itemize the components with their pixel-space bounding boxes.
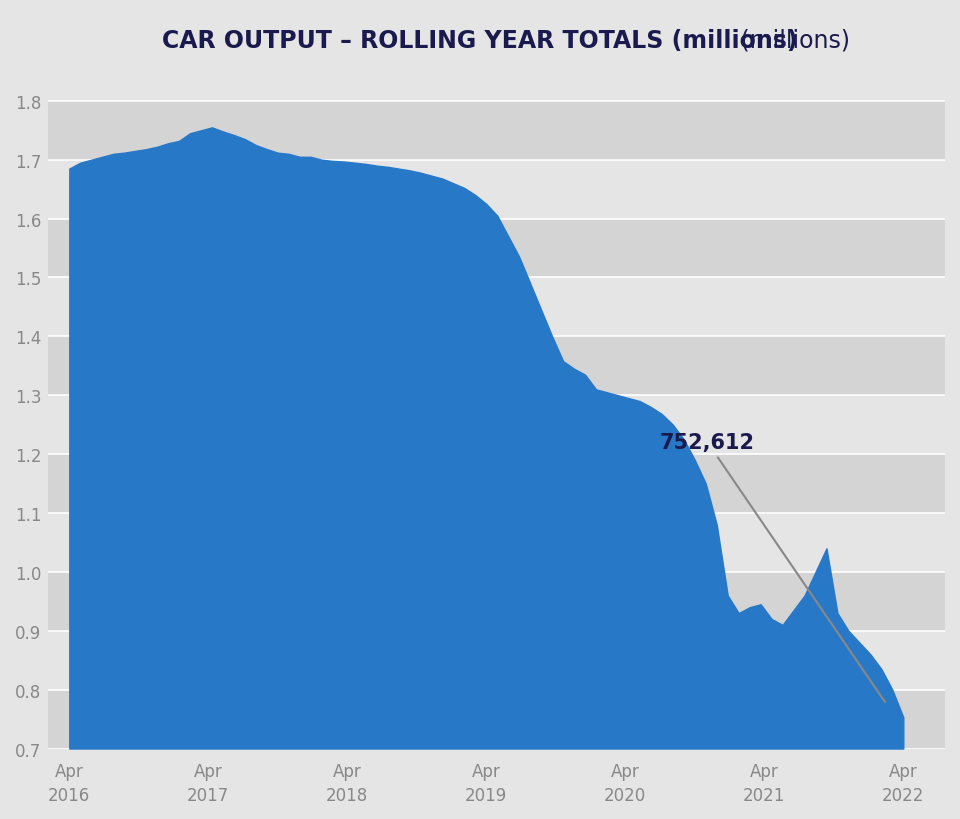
Text: 752,612: 752,612	[660, 432, 885, 702]
Bar	[48, 572, 945, 631]
Bar	[48, 690, 945, 749]
Bar	[48, 455, 945, 514]
Text: (millions): (millions)	[733, 29, 851, 52]
Bar	[48, 337, 945, 396]
Bar	[48, 102, 945, 161]
Bar	[48, 219, 945, 278]
Text: CAR OUTPUT – ROLLING YEAR TOTALS (millions): CAR OUTPUT – ROLLING YEAR TOTALS (millio…	[162, 29, 798, 52]
